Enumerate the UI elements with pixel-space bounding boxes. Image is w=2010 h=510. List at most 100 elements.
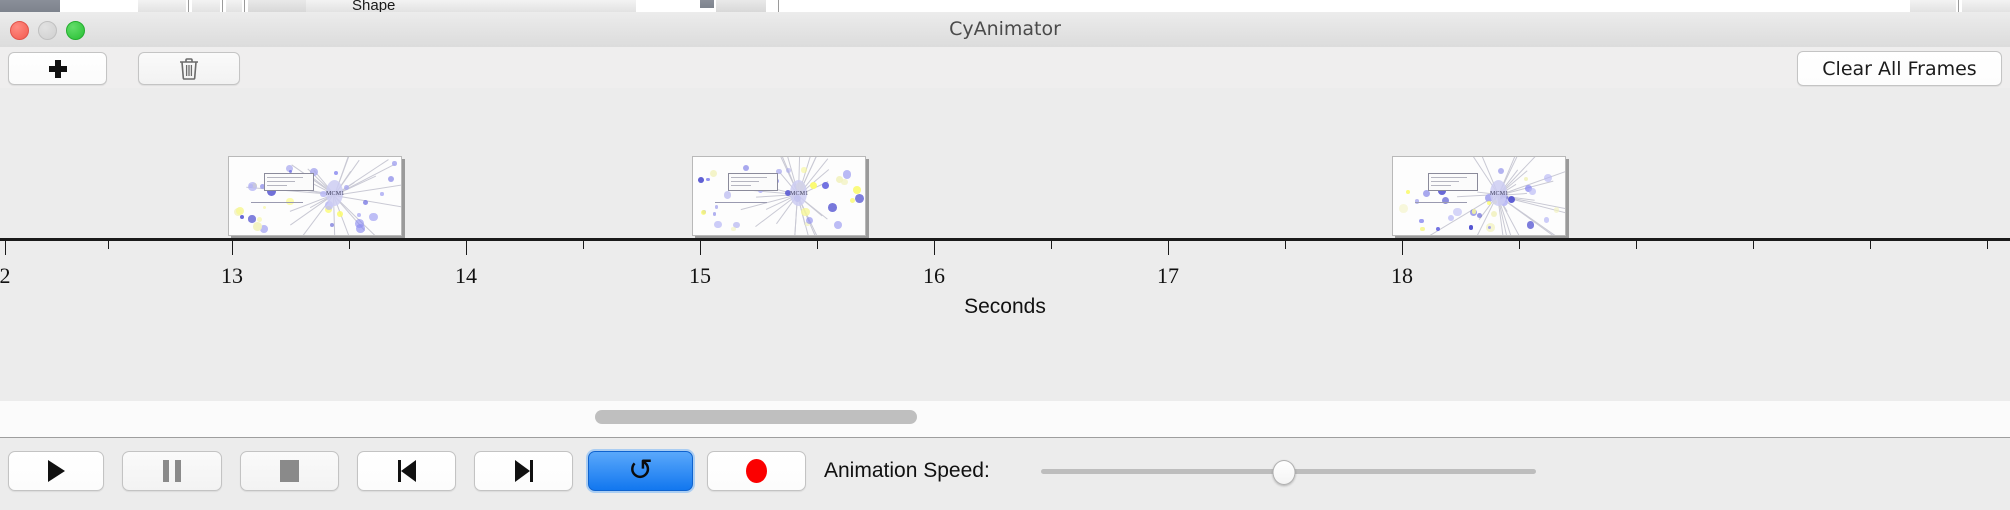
- network-tooltip-line: [731, 181, 759, 182]
- network-node: [1442, 196, 1450, 205]
- bg-chunk: [226, 0, 242, 12]
- network-node: [776, 169, 782, 175]
- network-tooltip-box: [1428, 173, 1478, 191]
- playback-controls: ↻ Animation Speed:: [0, 438, 2010, 510]
- stop-button: [240, 451, 339, 491]
- network-node: [392, 161, 397, 166]
- axis-tick-major: [1168, 241, 1169, 255]
- network-node: [855, 194, 864, 204]
- network-tooltip-line: [1431, 181, 1459, 182]
- network-node: [1422, 190, 1431, 198]
- network-tooltip-line: [267, 181, 295, 182]
- timeline-frame[interactable]: MCM1: [228, 156, 402, 236]
- timeline-frame[interactable]: MCM1: [1392, 156, 1566, 236]
- network-node: [849, 198, 855, 204]
- network-node: [712, 212, 717, 217]
- network-node: [267, 186, 277, 196]
- zoom-button[interactable]: [66, 21, 85, 40]
- network-node: [698, 177, 704, 184]
- bg-chunk: [306, 0, 636, 12]
- network-node: [743, 165, 750, 172]
- network-node: [285, 197, 294, 206]
- animation-speed-knob[interactable]: [1272, 460, 1296, 485]
- skip-next-button[interactable]: [474, 451, 573, 491]
- axis-tick-label: 17: [1157, 263, 1179, 288]
- network-node: [1453, 207, 1462, 217]
- axis-tick-minor: [583, 241, 584, 249]
- network-node: [286, 165, 294, 173]
- network-tooltip-line: [267, 177, 303, 178]
- pause-button: [122, 451, 222, 491]
- network-node: [309, 167, 318, 176]
- network-node: [1488, 225, 1492, 229]
- network-thumbnail: MCM1: [1393, 157, 1565, 235]
- network-node: [841, 178, 848, 185]
- axis-tick-major: [5, 241, 6, 255]
- network-node: [842, 170, 851, 179]
- network-thumbnail: MCM1: [229, 157, 401, 235]
- toolbar: Clear All Frames: [0, 47, 2010, 89]
- play-button[interactable]: [8, 451, 104, 491]
- minimize-button[interactable]: [38, 21, 57, 40]
- network-node: [809, 182, 817, 189]
- network-node: [1490, 210, 1497, 218]
- bg-chunk: [0, 0, 60, 12]
- network-caption-line: [251, 202, 303, 203]
- bg-divider: [222, 0, 223, 12]
- axis-tick-minor: [817, 241, 818, 249]
- network-node: [709, 169, 718, 178]
- animation-speed-slider[interactable]: [1041, 460, 1536, 485]
- timeline-frame[interactable]: MCM1: [692, 156, 866, 236]
- close-button[interactable]: [10, 21, 29, 40]
- network-node: [355, 218, 365, 228]
- loop-button[interactable]: ↻: [588, 451, 693, 491]
- record-button[interactable]: [707, 451, 806, 491]
- network-node: [288, 169, 292, 174]
- timeline-panel[interactable]: MCM1 MCM1 MCM1 2 13 14 15 16 17 18 Seconds: [0, 88, 2010, 402]
- clear-all-frames-button[interactable]: Clear All Frames: [1797, 51, 2002, 86]
- network-node: [252, 222, 262, 232]
- network-node: [344, 185, 350, 191]
- axis-tick-minor: [1519, 241, 1520, 249]
- network-tooltip-line: [1431, 177, 1467, 178]
- network-node: [263, 206, 267, 210]
- network-node: [786, 168, 792, 174]
- add-frame-button[interactable]: [8, 52, 107, 85]
- axis-tick-minor: [1636, 241, 1637, 249]
- axis-tick-minor: [108, 241, 109, 249]
- network-node: [1507, 195, 1516, 204]
- network-node: [1526, 221, 1534, 229]
- pause-icon: [163, 460, 181, 482]
- network-tooltip-line: [267, 185, 287, 186]
- axis-tick-major: [232, 241, 233, 255]
- network-node: [1468, 225, 1474, 231]
- network-node: [1414, 198, 1420, 204]
- network-node: [1523, 176, 1529, 181]
- network-node: [1405, 190, 1410, 195]
- axis-tick-label: 15: [689, 263, 711, 288]
- stop-icon: [280, 460, 299, 482]
- timeline-scrollbar[interactable]: [0, 401, 2010, 438]
- network-node: [1477, 213, 1483, 219]
- loop-icon: ↻: [627, 453, 654, 488]
- scrollbar-thumb[interactable]: [595, 410, 917, 424]
- axis-tick-minor: [1051, 241, 1052, 249]
- trash-icon: [180, 57, 198, 80]
- network-node: [362, 199, 369, 206]
- bg-chunk: [138, 0, 186, 12]
- bg-chunk: [248, 0, 306, 12]
- network-thumbnail: MCM1: [693, 157, 865, 235]
- clear-all-frames-label: Clear All Frames: [1822, 57, 1977, 80]
- network-node: [833, 221, 842, 229]
- network-node: [380, 192, 384, 196]
- axis-tick-label: 14: [455, 263, 477, 288]
- skip-next-icon: [512, 460, 536, 482]
- network-node: [356, 224, 365, 233]
- record-icon: [746, 459, 767, 483]
- network-node: [1553, 207, 1560, 213]
- network-node: [1399, 204, 1408, 214]
- delete-frame-button[interactable]: [138, 52, 240, 85]
- network-node: [805, 221, 811, 227]
- skip-previous-button[interactable]: [357, 451, 456, 491]
- network-node: [256, 217, 262, 223]
